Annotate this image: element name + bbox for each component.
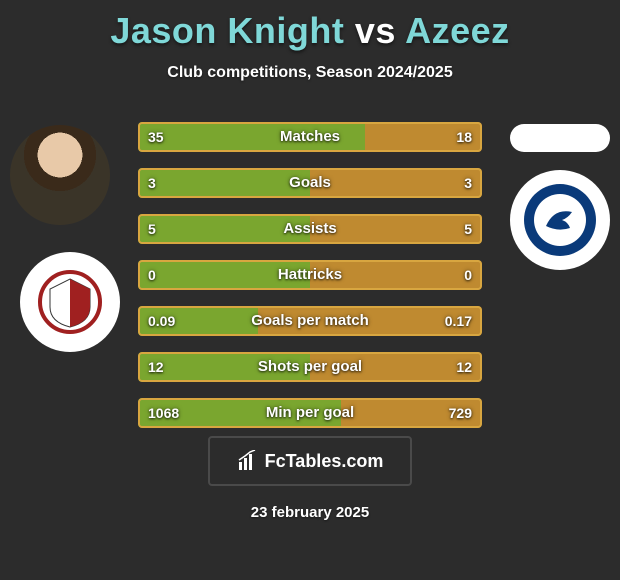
date-text: 23 february 2025 [0, 504, 620, 521]
bar-fill-left [138, 122, 365, 152]
bar-fill-left [138, 398, 341, 428]
player1-club-badge [20, 252, 120, 352]
stat-row: Matches3518 [138, 122, 482, 152]
subtitle: Club competitions, Season 2024/2025 [0, 64, 620, 82]
bar-fill-right [258, 306, 482, 336]
bar-fill-right [341, 398, 482, 428]
comparison-bars: Matches3518 Goals33 Assists55 Hattricks00 Go… [138, 122, 482, 444]
bar-fill-left [138, 306, 258, 336]
chart-icon [237, 450, 259, 472]
club-badge-left-icon [35, 267, 105, 337]
stat-row: Assists55 [138, 214, 482, 244]
stat-row: Shots per goal1212 [138, 352, 482, 382]
player2-club-badge [510, 170, 610, 270]
stat-row: Goals33 [138, 168, 482, 198]
bar-fill-left [138, 168, 310, 198]
bar-fill-right [310, 214, 482, 244]
bar-fill-left [138, 260, 310, 290]
site-logo[interactable]: FcTables.com [208, 436, 412, 486]
stat-row: Min per goal1068729 [138, 398, 482, 428]
player1-avatar [10, 125, 110, 225]
bar-fill-right [310, 260, 482, 290]
bar-fill-left [138, 352, 310, 382]
player1-name: Jason Knight [110, 10, 344, 51]
stat-row: Hattricks00 [138, 260, 482, 290]
site-name: FcTables.com [265, 451, 384, 472]
stat-row: Goals per match0.090.17 [138, 306, 482, 336]
club-badge-right-icon [518, 178, 602, 262]
vs-text: vs [355, 10, 396, 51]
bar-fill-right [310, 168, 482, 198]
player2-avatar [510, 124, 610, 152]
bar-fill-left [138, 214, 310, 244]
bar-fill-right [365, 122, 482, 152]
bar-fill-right [310, 352, 482, 382]
page-title: Jason Knight vs Azeez [0, 0, 620, 52]
player2-name: Azeez [405, 10, 510, 51]
